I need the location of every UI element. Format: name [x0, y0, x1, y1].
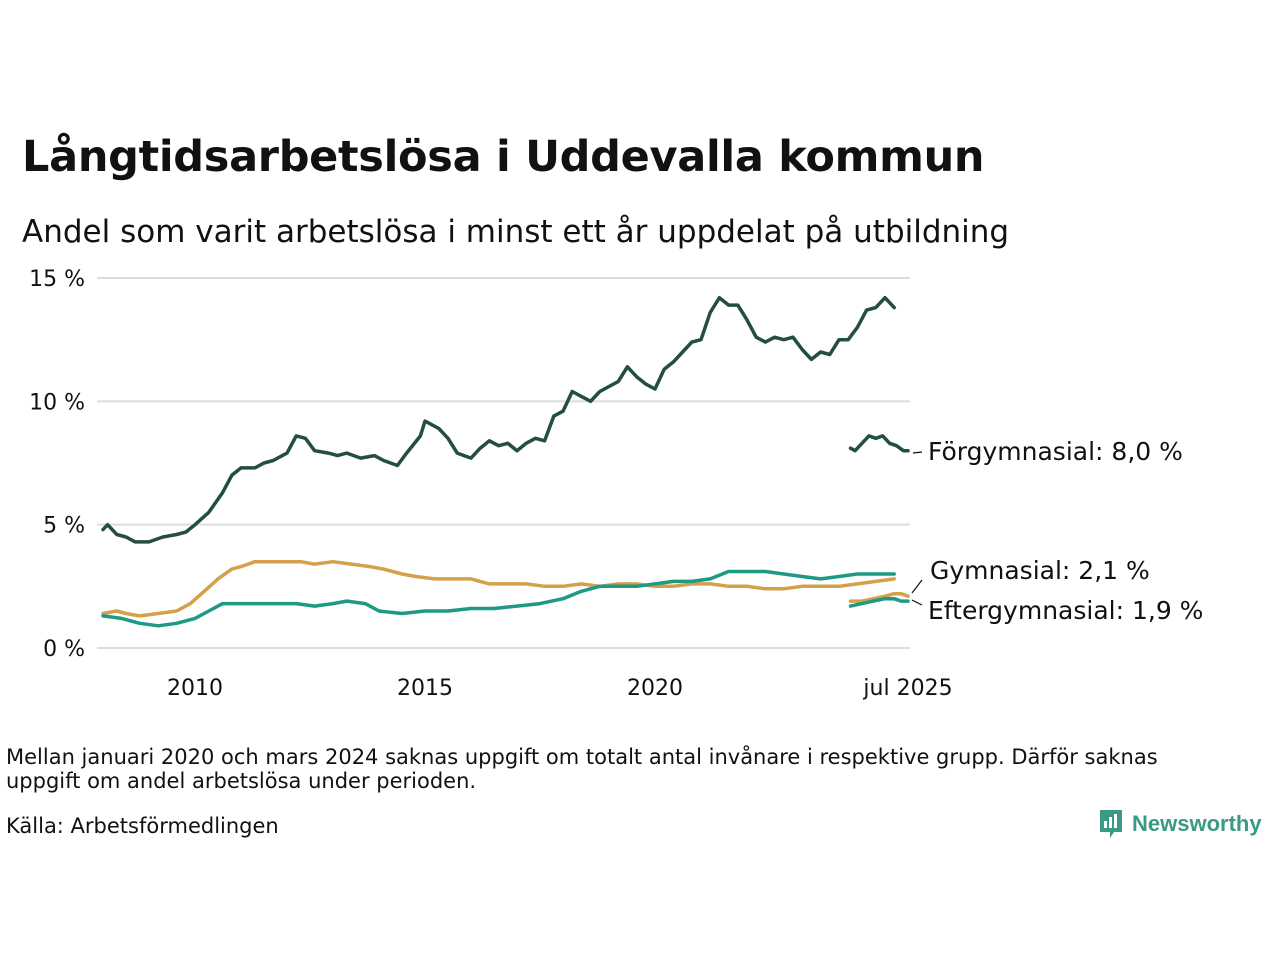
chart-subtitle: Andel som varit arbetslösa i minst ett å… [22, 214, 1010, 250]
y-tick-label: 10 % [29, 390, 85, 415]
grid-lines [97, 277, 910, 649]
label-leader-gymnasial [911, 579, 923, 594]
series-label-eftergymnasial: Eftergymnasial: 1,9 % [928, 596, 1203, 625]
newsworthy-logo-text: Newsworthy [1132, 811, 1262, 836]
x-tick-label: jul 2025 [862, 676, 952, 701]
series-lines [101, 295, 910, 628]
series-line-gymnasial [101, 559, 896, 618]
y-axis-labels: 0 % 5 % 10 % 15 % [29, 267, 85, 662]
series-line-forgymnasial [101, 295, 896, 544]
x-tick-label: 2015 [397, 676, 453, 701]
newsworthy-logo[interactable]: Newsworthy [1098, 808, 1262, 840]
x-tick-label: 2010 [167, 676, 223, 701]
series-line-forgymnasial [848, 434, 910, 453]
footnote: Mellan januari 2020 och mars 2024 saknas… [6, 745, 1158, 793]
y-tick-label: 15 % [29, 267, 85, 292]
series-line-eftergymnasial [101, 569, 896, 628]
chart-title: Långtidsarbetslösa i Uddevalla kommun [22, 132, 985, 182]
series-line-eftergymnasial [848, 596, 910, 608]
series-label-gymnasial: Gymnasial: 2,1 % [930, 556, 1150, 585]
x-axis-labels: 2010 2015 2020 jul 2025 [167, 676, 953, 701]
y-tick-label: 0 % [43, 637, 85, 662]
x-tick-label: 2020 [627, 676, 683, 701]
y-tick-label: 5 % [43, 514, 85, 539]
label-leader-eftergymnasial [911, 599, 923, 606]
line-chart: 0 % 5 % 10 % 15 % 2010 2015 2020 jul 2025 Förg… [29, 267, 1203, 701]
series-line-gymnasial [848, 591, 910, 603]
label-leader-forgymnasial [912, 451, 923, 454]
series-label-forgymnasial: Förgymnasial: 8,0 % [928, 437, 1183, 466]
source-text: Källa: Arbetsförmedlingen [6, 814, 279, 838]
newsworthy-logo-icon [1100, 810, 1122, 838]
series-labels: Förgymnasial: 8,0 % Gymnasial: 2,1 % Efter… [911, 437, 1203, 625]
